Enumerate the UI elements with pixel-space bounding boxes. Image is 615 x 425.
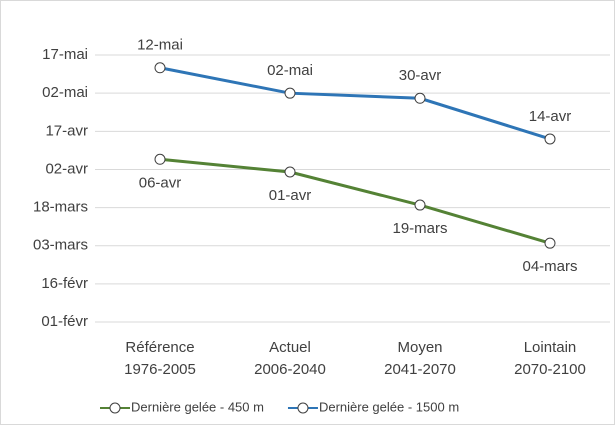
legend: Dernière gelée - 450 m Dernière gelée - 1… xyxy=(100,399,459,414)
y-tick-label: 01-févr xyxy=(41,313,88,330)
y-tick-label: 02-mai xyxy=(42,84,88,101)
data-point xyxy=(284,87,296,99)
x-tick-label: Lointain 2070-2100 xyxy=(514,339,586,378)
x-tick-line: 2041-2070 xyxy=(384,361,456,378)
data-label: 30-avr xyxy=(399,67,442,84)
y-tick-label: 03-mars xyxy=(33,237,88,254)
series-line xyxy=(159,157,551,245)
data-point xyxy=(414,92,426,104)
legend-label: Dernière gelée - 450 m xyxy=(131,399,264,414)
legend-marker xyxy=(297,402,309,414)
legend-label: Dernière gelée - 1500 m xyxy=(319,399,459,414)
x-tick-label: Moyen 2041-2070 xyxy=(384,339,456,378)
data-point xyxy=(544,237,556,249)
y-tick-label: 17-mai xyxy=(42,46,88,63)
data-point xyxy=(154,153,166,165)
data-point xyxy=(544,133,556,145)
legend-marker xyxy=(109,402,121,414)
data-label: 01-avr xyxy=(269,187,312,204)
y-tick-label: 02-avr xyxy=(45,160,88,177)
x-tick-line: Lointain xyxy=(524,339,577,356)
data-label: 06-avr xyxy=(139,174,182,191)
data-label: 12-mai xyxy=(137,37,183,54)
x-tick-label: Référence 1976-2005 xyxy=(124,339,196,378)
x-tick-label: Actuel 2006-2040 xyxy=(254,339,326,378)
series-line xyxy=(159,66,551,141)
data-label: 02-mai xyxy=(267,62,313,79)
y-tick-label: 16-févr xyxy=(41,275,88,292)
x-tick-line: 2006-2040 xyxy=(254,361,326,378)
x-tick-line: Actuel xyxy=(269,339,311,356)
data-label: 19-mars xyxy=(392,220,447,237)
x-tick-line: Moyen xyxy=(397,339,442,356)
y-tick-label: 17-avr xyxy=(45,122,88,139)
x-tick-line: 2070-2100 xyxy=(514,361,586,378)
data-point xyxy=(284,166,296,178)
data-point xyxy=(414,199,426,211)
data-point xyxy=(154,62,166,74)
data-label: 04-mars xyxy=(522,258,577,275)
y-tick-label: 18-mars xyxy=(33,199,88,216)
data-label: 14-avr xyxy=(529,108,572,125)
x-tick-line: 1976-2005 xyxy=(124,361,196,378)
x-tick-line: Référence xyxy=(125,339,194,356)
